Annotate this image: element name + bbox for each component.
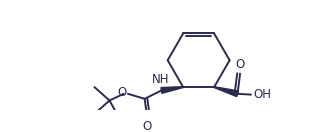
Text: O: O bbox=[142, 120, 152, 132]
Text: NH: NH bbox=[152, 73, 169, 86]
Polygon shape bbox=[214, 87, 238, 97]
Polygon shape bbox=[161, 87, 183, 93]
Text: OH: OH bbox=[253, 88, 272, 101]
Text: O: O bbox=[118, 86, 127, 99]
Text: O: O bbox=[235, 58, 245, 71]
